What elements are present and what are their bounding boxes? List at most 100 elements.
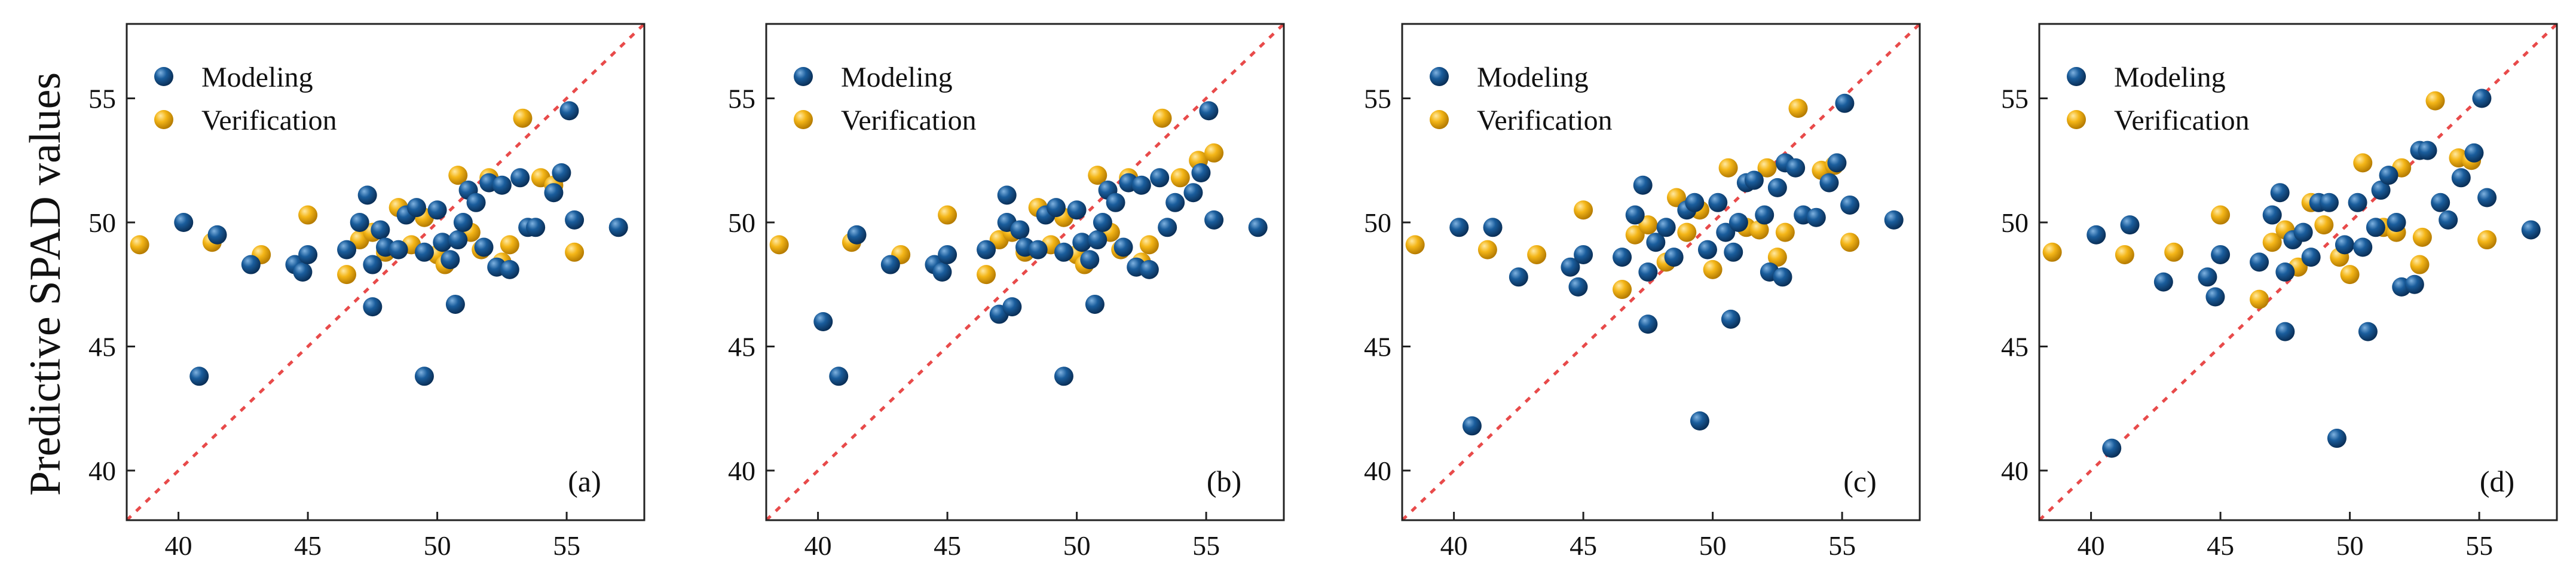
modeling-point: [1633, 175, 1653, 195]
modeling-point: [1786, 158, 1806, 178]
y-tick-label: 40: [728, 456, 755, 486]
verification-point: [448, 166, 468, 185]
modeling-point: [977, 240, 996, 259]
x-tick-label: 40: [165, 530, 192, 561]
verification-point: [1405, 235, 1425, 255]
scatter-panel-1: 40 45 50 55 40 45 50 55 Modeling Verification (a): [88, 23, 645, 561]
reference-line-1to1: [1402, 24, 1920, 520]
modeling-point: [1664, 248, 1684, 267]
modeling-point: [1139, 259, 1159, 279]
modeling-point: [1483, 218, 1503, 237]
modeling-point: [559, 101, 579, 121]
panel-label: (c): [1843, 465, 1877, 498]
legend-verification-marker: [2067, 110, 2086, 129]
x-tick-label: 45: [1570, 530, 1597, 561]
x-tick-label: 45: [294, 530, 322, 561]
modeling-point: [2464, 143, 2484, 163]
legend: Modeling Verification: [794, 62, 977, 136]
plot-frame: [765, 23, 1285, 521]
modeling-point: [414, 367, 434, 386]
modeling-point: [357, 185, 377, 205]
modeling-point: [2205, 287, 2225, 307]
x-tick-label: 50: [2336, 530, 2364, 561]
verification-point: [1527, 245, 1547, 264]
y-tick-label: 50: [88, 207, 116, 238]
modeling-point: [1638, 314, 1658, 334]
modeling-point: [1088, 230, 1108, 250]
modeling-point: [1199, 101, 1219, 121]
modeling-point: [1191, 163, 1211, 182]
modeling-point: [1638, 262, 1658, 282]
modeling-point: [363, 297, 383, 317]
y-tick-label: 45: [88, 332, 116, 362]
modeling-point: [2335, 235, 2354, 255]
modeling-point: [2353, 237, 2373, 257]
modeling-point: [1561, 257, 1580, 277]
verification-point: [1703, 259, 1723, 279]
modeling-point: [2348, 193, 2367, 212]
verification-point: [938, 205, 957, 225]
modeling-point: [565, 210, 585, 230]
modeling-point: [453, 213, 473, 232]
modeling-point: [2387, 213, 2406, 232]
reference-line-1to1: [127, 24, 644, 520]
modeling-point: [1574, 245, 1593, 264]
modeling-point: [938, 245, 957, 264]
modeling-point: [293, 262, 313, 282]
modeling-point: [414, 242, 434, 262]
modeling-point: [1724, 242, 1743, 262]
verification-point: [1625, 225, 1645, 245]
modeling-point: [350, 213, 369, 232]
legend: Modeling Verification: [154, 62, 337, 136]
modeling-point: [1708, 193, 1728, 212]
legend-verification-label: Verification: [2114, 105, 2250, 136]
modeling-point: [2293, 222, 2313, 242]
modeling-point: [813, 312, 833, 331]
legend-modeling-label: Modeling: [2114, 62, 2226, 93]
modeling-point: [1568, 277, 1588, 297]
modeling-point: [1449, 218, 1469, 237]
modeling-point: [2431, 193, 2450, 212]
modeling-point: [492, 175, 512, 195]
modeling-point: [1755, 205, 1775, 225]
modeling-point: [2301, 248, 2321, 267]
modeling-point: [1721, 309, 1740, 329]
modeling-point: [2418, 141, 2437, 160]
modeling-point: [2262, 205, 2282, 225]
modeling-point: [2451, 168, 2471, 188]
modeling-point: [2270, 183, 2290, 203]
modeling-point: [1072, 233, 1092, 252]
modeling-point: [1767, 178, 1787, 197]
modeling-point: [1697, 240, 1717, 259]
scatter-panel-2: 40 45 50 55 40 45 50 55 Modeling Verification (b): [728, 23, 1285, 561]
verification-point: [513, 108, 533, 128]
modeling-point: [1716, 222, 1736, 242]
legend-modeling-label: Modeling: [1477, 62, 1589, 93]
y-axis-label: Predictive SPAD values: [21, 72, 70, 496]
modeling-point: [1646, 233, 1666, 252]
verification-point: [1613, 280, 1632, 300]
verification-point: [2340, 265, 2360, 285]
modeling-point: [2327, 429, 2346, 448]
modeling-point: [1085, 294, 1105, 314]
x-tick-label: 55: [553, 530, 580, 561]
verification-point: [1088, 166, 1108, 185]
y-tick-label: 50: [1364, 207, 1391, 238]
plot-frame: [1401, 23, 1921, 521]
modeling-point: [847, 225, 867, 245]
plot-frame: [126, 23, 645, 521]
modeling-point: [1106, 193, 1125, 212]
modeling-point: [427, 200, 447, 220]
verification-point: [1574, 200, 1593, 220]
verification-point: [2412, 227, 2432, 247]
modeling-point: [1028, 240, 1048, 259]
y-tick-label: 40: [2001, 456, 2029, 486]
y-tick-label: 50: [728, 207, 755, 238]
x-tick-label: 50: [1063, 530, 1091, 561]
y-tick-label: 50: [2001, 207, 2029, 238]
verification-point: [2477, 230, 2497, 250]
modeling-point: [2275, 322, 2295, 341]
modeling-point: [2439, 210, 2458, 230]
verification-point: [130, 235, 149, 255]
